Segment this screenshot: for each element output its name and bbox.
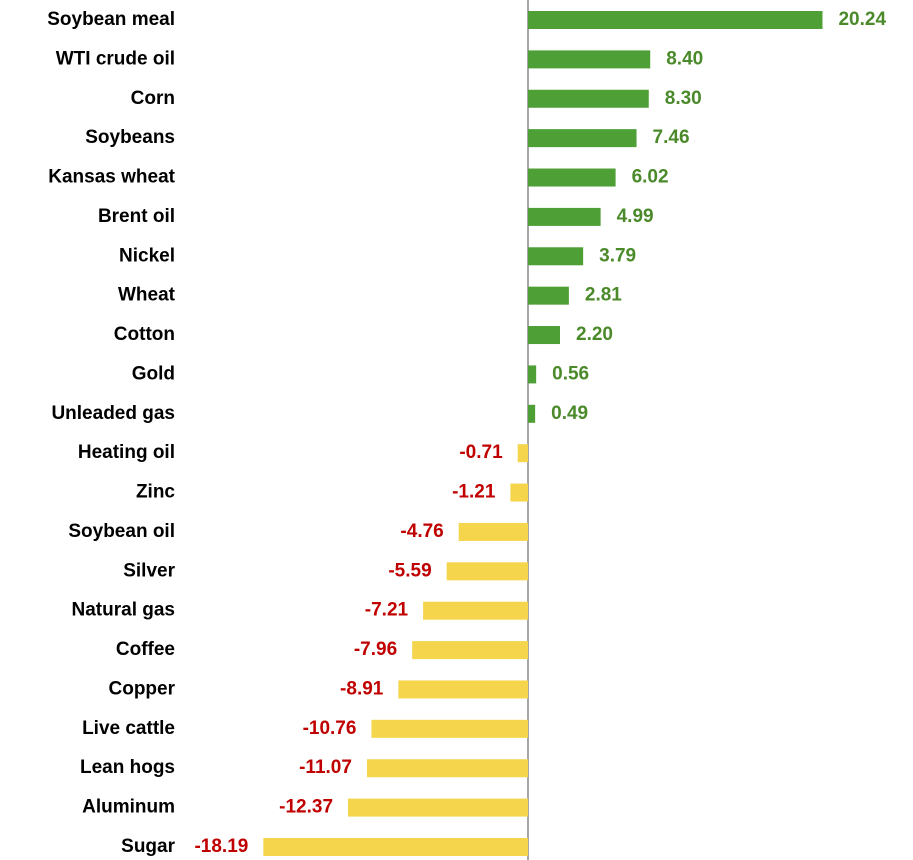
category-label: Wheat xyxy=(118,285,176,306)
category-label: Copper xyxy=(109,678,176,699)
value-label: -8.91 xyxy=(340,678,384,699)
value-label: 7.46 xyxy=(653,127,690,148)
value-label: -11.07 xyxy=(299,757,352,778)
bar xyxy=(528,129,637,148)
value-label: 2.20 xyxy=(576,324,613,345)
category-label: Soybean meal xyxy=(47,9,175,30)
bar xyxy=(528,207,601,226)
category-label: Aluminum xyxy=(82,797,175,818)
category-label: Lean hogs xyxy=(80,757,175,778)
category-label: Corn xyxy=(131,88,175,109)
bar xyxy=(510,483,528,502)
category-label: Soybeans xyxy=(85,127,175,148)
category-label: Silver xyxy=(123,560,175,581)
bar xyxy=(528,50,651,69)
bar xyxy=(348,798,528,817)
bar xyxy=(528,247,584,266)
value-label: -5.59 xyxy=(388,560,431,581)
value-label: -10.76 xyxy=(303,718,357,739)
category-label: Coffee xyxy=(116,639,175,660)
bar xyxy=(528,168,616,187)
bar xyxy=(528,326,561,345)
category-label: Nickel xyxy=(119,245,175,266)
bar xyxy=(412,641,528,660)
bar xyxy=(528,365,537,384)
value-label: -12.37 xyxy=(279,797,333,818)
value-label: -0.71 xyxy=(459,442,503,463)
bar xyxy=(517,444,528,463)
value-label: -7.21 xyxy=(365,600,409,621)
category-label: Brent oil xyxy=(98,206,175,227)
category-label: Live cattle xyxy=(82,718,175,739)
bar xyxy=(263,837,528,856)
category-label: Cotton xyxy=(114,324,175,345)
bar xyxy=(528,286,569,305)
category-label: Natural gas xyxy=(72,600,175,621)
value-label: 0.56 xyxy=(552,363,589,384)
category-label: Heating oil xyxy=(78,442,175,463)
category-label: Soybean oil xyxy=(68,521,175,542)
category-label: WTI crude oil xyxy=(56,48,175,69)
value-label: -7.96 xyxy=(354,639,397,660)
category-label: Sugar xyxy=(121,836,175,857)
value-label: 6.02 xyxy=(632,167,669,188)
value-label: 20.24 xyxy=(838,9,886,30)
category-label: Kansas wheat xyxy=(48,167,175,188)
bar xyxy=(528,11,823,29)
value-label: 3.79 xyxy=(599,245,636,266)
value-label: -18.19 xyxy=(194,836,248,857)
value-label: 8.40 xyxy=(666,48,703,69)
bar xyxy=(528,89,649,108)
bar xyxy=(528,404,536,423)
bar xyxy=(446,562,528,581)
value-label: 2.81 xyxy=(585,285,622,306)
value-label: 8.30 xyxy=(665,88,702,109)
category-label: Gold xyxy=(132,363,175,384)
bar xyxy=(371,719,528,738)
category-label: Unleaded gas xyxy=(51,403,175,424)
value-label: 4.99 xyxy=(617,206,654,227)
value-label: -1.21 xyxy=(452,482,496,503)
bar xyxy=(458,522,528,541)
value-label: 0.49 xyxy=(551,403,588,424)
bar xyxy=(366,759,528,778)
category-label: Zinc xyxy=(136,482,175,503)
bar xyxy=(398,680,528,699)
bar xyxy=(423,601,528,620)
value-label: -4.76 xyxy=(400,521,443,542)
